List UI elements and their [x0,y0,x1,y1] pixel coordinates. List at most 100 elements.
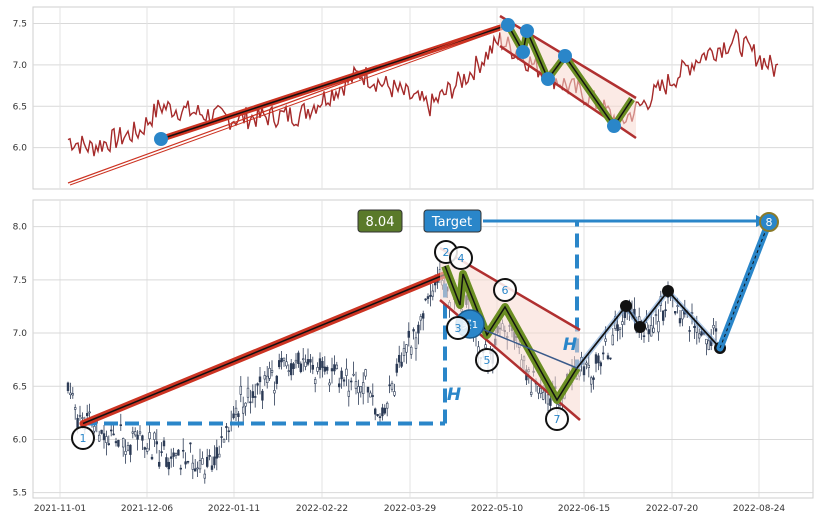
candle-body [215,447,218,459]
candle-body [239,385,242,395]
candle-body [313,379,317,384]
candle-body [549,398,552,406]
candle-body [587,364,591,368]
candle-body [287,370,290,373]
candle-body [712,325,715,329]
candle-body [105,436,108,443]
candle-body [705,338,708,345]
top-pivot-marker [558,49,572,63]
candle-body [138,431,142,434]
candle-body [385,402,389,409]
x-tick-label: 2021-12-06 [121,504,174,514]
top-y-tick-label: 6.0 [13,144,28,154]
candle-body [654,314,658,316]
candle-body [141,435,144,441]
candle-body [110,429,113,432]
candle-body [126,445,130,451]
candle-body [424,298,427,301]
candle-body [330,368,334,372]
wave-circle [449,246,473,270]
candle-body [304,361,307,367]
candle-body [285,361,288,367]
candle-body [342,379,346,382]
candle-body [249,401,252,404]
candle-body [678,318,682,324]
candle-body [337,383,341,388]
candle-body [112,433,115,436]
candle-body [366,386,370,393]
wave-circle [545,407,569,431]
candle-body [210,465,214,470]
top-y-tick-label: 7.5 [13,20,27,30]
candle-body [395,363,398,373]
wave-label: 2 [443,246,450,259]
bottom-trend-core [82,273,446,425]
candle-body [74,407,77,410]
price-line [67,28,779,157]
candle-body [100,429,103,434]
candle-body [232,413,235,419]
x-tick-label: 2022-07-20 [646,504,699,514]
candle-body [378,416,382,418]
candle-body [71,393,75,396]
candle-body [117,440,120,447]
candle-body [393,391,396,396]
candle-body [402,348,406,356]
candle-body [381,407,384,417]
candle-body [311,364,314,370]
height-label-right: H [563,335,577,355]
top-thin-arrow-2 [69,27,506,186]
candle-body [541,391,545,400]
candle-body [582,366,586,376]
top-pivot-marker [154,132,168,146]
candle-body [373,408,377,415]
candle-body [263,375,266,380]
candle-body [170,456,173,459]
candle-body [609,357,612,360]
candle-body [537,385,540,394]
candle-body [429,294,432,297]
candle-body [256,383,259,386]
x-tick-label: 2022-02-22 [296,504,348,514]
bottom-y-tick-label: 8.0 [13,223,28,233]
candle-body [191,462,194,470]
top-pivot-marker [541,72,555,86]
candle-body [273,390,276,394]
candle-body [93,426,96,432]
x-tick-label: 2022-05-10 [471,504,524,514]
candle-body [681,310,684,320]
candle-body [198,460,202,470]
candle-body [611,334,615,346]
candle-body [292,363,295,369]
candle-body [301,358,305,361]
candle-body [203,473,206,479]
candle-body [529,391,533,395]
candle-body [172,452,175,457]
candle-body [150,456,154,460]
candle-body [621,321,624,325]
candle-body [421,313,425,319]
candle-body [340,370,343,380]
candle-body [383,407,386,414]
candle-body [220,436,223,438]
candle-body [136,434,139,440]
wave-circle [71,426,95,450]
candle-body [129,444,132,455]
wave-label: 3 [455,322,462,335]
x-tick-label: 2022-08-24 [733,504,786,514]
candle-body [546,394,550,405]
wave-label: 4 [458,252,465,265]
wave-label: 6 [502,284,509,297]
candle-body [201,458,204,465]
candle-body [349,380,353,383]
candle-body [76,417,79,428]
candle-body [371,395,374,397]
bottom-y-tick-label: 6.0 [13,435,28,445]
candle-body [649,325,653,337]
target-marker [759,212,779,232]
candle-body [122,438,125,448]
projection-core [719,221,770,349]
candle-body [189,442,192,445]
